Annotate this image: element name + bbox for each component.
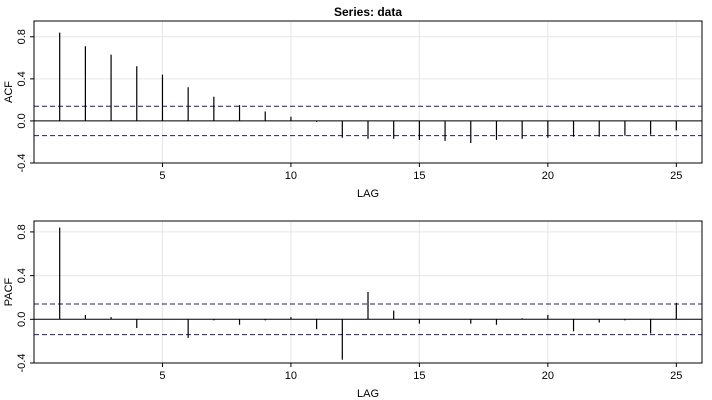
acf-ytick-label: 0.4 [16, 71, 28, 86]
pacf-ytick-label: 0.8 [16, 224, 28, 239]
acf-panel: 5 10 15 20 25 -0.4 0.0 0.4 0.8 LAG ACF [3, 20, 703, 200]
acf-ytick-label: 0.0 [16, 113, 28, 128]
pacf-panel: 5 10 15 20 25 -0.4 0.0 0.4 0.8 LAG PACF [3, 220, 703, 400]
acf-ytick-label: -0.4 [16, 154, 28, 173]
acf-ylabel: ACF [3, 81, 15, 103]
pacf-plot-frame [33, 220, 703, 364]
acf-plot-frame [33, 20, 703, 164]
pacf-xtick-label: 5 [159, 370, 165, 382]
pacf-xtick-label: 10 [285, 370, 297, 382]
pacf-xlabel: LAG [357, 388, 379, 400]
acf-ytick-label: 0.8 [16, 29, 28, 44]
acf-xtick-label: 25 [670, 170, 682, 182]
pacf-ytick-label: -0.4 [16, 354, 28, 373]
pacf-ylabel: PACF [3, 277, 15, 306]
pacf-xtick-label: 20 [542, 370, 554, 382]
pacf-xtick-label: 15 [413, 370, 425, 382]
acf-xlabel: LAG [357, 188, 379, 200]
pacf-ytick-label: 0.0 [16, 312, 28, 327]
acf-xtick-label: 20 [542, 170, 554, 182]
chart-title: Series: data [334, 5, 402, 19]
acf-xtick-label: 10 [285, 170, 297, 182]
acf-xtick-label: 5 [159, 170, 165, 182]
acf-xtick-label: 15 [413, 170, 425, 182]
pacf-ytick-label: 0.4 [16, 268, 28, 283]
pacf-xtick-label: 25 [670, 370, 682, 382]
